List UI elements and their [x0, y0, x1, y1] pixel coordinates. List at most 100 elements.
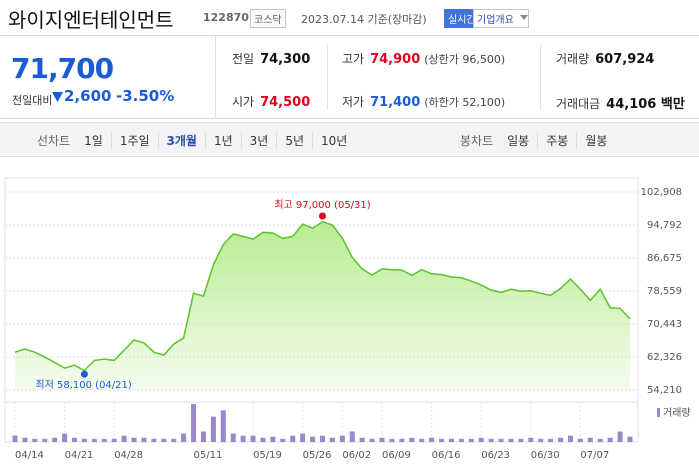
- y-tick-label: 54,210: [647, 385, 682, 396]
- volume-bar: [587, 437, 593, 442]
- volume-bar: [280, 438, 286, 442]
- period-tab[interactable]: 10년: [312, 132, 355, 149]
- market-badge: 코스닥: [250, 9, 286, 28]
- volume-bar: [101, 438, 107, 442]
- quote-value: 44,106 백만: [606, 97, 685, 112]
- volume-bar: [62, 433, 68, 442]
- volume-bar: [320, 435, 325, 442]
- candle-tab[interactable]: 월봉: [576, 132, 615, 149]
- volume-bar: [52, 437, 58, 442]
- volume-bar: [72, 437, 78, 442]
- volume-bar: [359, 437, 365, 442]
- y-tick-label: 94,792: [647, 220, 682, 231]
- volume-bar: [181, 433, 187, 442]
- volume-bar: [468, 438, 474, 442]
- candle-tab[interactable]: 주봉: [537, 132, 576, 149]
- candle-tab[interactable]: 일봉: [507, 134, 530, 148]
- volume-bar: [131, 437, 137, 442]
- low-marker: [80, 370, 88, 378]
- quote-value: 74,300: [260, 52, 311, 67]
- y-tick-label: 86,675: [647, 253, 682, 264]
- volume-bar: [12, 435, 18, 442]
- period-tab[interactable]: 3개월: [157, 132, 205, 149]
- volume-bar: [617, 431, 623, 442]
- quote-value: 74,900: [370, 52, 421, 67]
- quote-item: 저가 71,400 (하한가 52,100): [342, 93, 505, 110]
- volume-bar: [389, 438, 395, 442]
- volume-bar: [161, 438, 167, 442]
- period-tab[interactable]: 1년: [204, 132, 241, 149]
- volume-bar: [329, 437, 335, 442]
- volume-bar: [32, 438, 38, 442]
- tab-heading: 선차트: [37, 134, 71, 148]
- quote-item: 시가 74,500: [232, 93, 310, 110]
- volume-bar: [399, 438, 405, 442]
- x-tick-label: 06/16: [432, 450, 461, 461]
- price-block: [0, 36, 699, 119]
- volume-bar: [458, 438, 464, 442]
- chart: 54,210 62,326 70,443 78,559 86,675 94,792 102,…: [4, 177, 691, 461]
- quote-value: 607,924: [595, 52, 655, 67]
- change-label: 전일대비: [12, 94, 53, 107]
- quote-value: 71,400: [370, 95, 421, 110]
- period-tab[interactable]: 5년: [276, 132, 312, 149]
- period-tab[interactable]: 3년: [240, 132, 277, 149]
- volume-bar: [260, 437, 266, 442]
- quote-label: 저가: [342, 95, 365, 109]
- x-tick-label: 06/02: [342, 450, 371, 461]
- x-tick-label: 06/09: [382, 450, 411, 461]
- volume-bar: [339, 435, 345, 442]
- volume-bar: [230, 433, 236, 442]
- volume-legend-swatch: [657, 408, 660, 417]
- x-tick-label: 05/11: [194, 450, 223, 461]
- company-name: 와이지엔터테인먼트: [8, 8, 174, 32]
- tab-bar: [0, 122, 699, 157]
- volume-bar: [379, 437, 385, 442]
- quote-note: (상한가 96,500): [424, 53, 506, 66]
- divider: [327, 44, 328, 110]
- volume-bar: [439, 438, 445, 442]
- volume-bar: [91, 438, 97, 442]
- volume-bar: [627, 436, 633, 442]
- quote-value: 74,500: [260, 95, 311, 110]
- quote-label: 거래대금: [556, 97, 601, 111]
- high-label: 최고 97,000 (05/31): [274, 199, 370, 211]
- volume-bar: [220, 410, 226, 442]
- y-tick-label: 102,908: [641, 187, 682, 198]
- price-line: [14, 220, 631, 372]
- volume-bar: [210, 416, 216, 442]
- volume-bar: [558, 437, 564, 442]
- current-price: 71,700: [11, 52, 114, 85]
- x-tick-label: 04/21: [65, 450, 94, 461]
- tab-heading: 봉차트: [460, 134, 494, 148]
- volume-bar: [191, 404, 197, 442]
- x-tick-label: 07/07: [580, 450, 609, 461]
- company-info-button[interactable]: 기업개요: [473, 9, 529, 28]
- low-label: 최저 58,100 (04/21): [35, 379, 131, 391]
- divider: [540, 44, 541, 110]
- x-tick-label: 04/28: [114, 450, 143, 461]
- change-rate: -3.50%: [116, 87, 175, 105]
- down-arrow: [52, 92, 63, 102]
- quote-label: 전일: [232, 52, 255, 66]
- header: [0, 0, 699, 36]
- volume-bar: [409, 437, 415, 442]
- period-tab[interactable]: 1주일: [110, 132, 158, 149]
- volume-bar: [290, 435, 296, 442]
- volume-bar: [171, 438, 177, 442]
- stock-code: 122870: [203, 11, 249, 24]
- y-tick-label: 78,559: [647, 286, 682, 297]
- high-marker: [319, 212, 326, 220]
- volume-bar: [250, 435, 256, 442]
- x-tick-label: 05/26: [303, 450, 332, 461]
- quote-item: 고가 74,900 (상한가 96,500): [342, 50, 505, 67]
- x-tick-label: 05/19: [253, 450, 282, 461]
- candle-tabs: 봉차트 일봉 주봉 월봉: [460, 132, 615, 149]
- volume-bar: [310, 436, 316, 442]
- volume-bar: [349, 431, 355, 442]
- volume-bar: [22, 437, 28, 442]
- volume-bar: [81, 438, 87, 442]
- volume-bar: [300, 433, 306, 442]
- period-tab[interactable]: 1일: [84, 134, 103, 148]
